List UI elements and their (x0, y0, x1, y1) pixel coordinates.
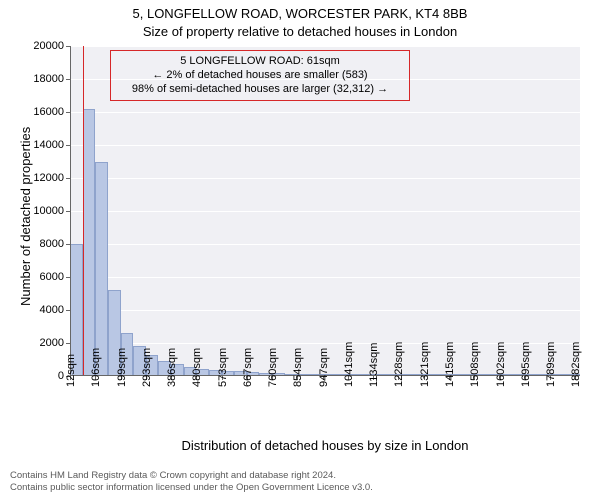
y-tick-label: 6000 (0, 271, 70, 283)
y-tick-label: 8000 (0, 238, 70, 250)
y-tick-mark (66, 178, 70, 179)
x-tick-label: 1134sqm (368, 343, 380, 387)
y-tick-label: 2000 (0, 337, 70, 349)
x-tick-label: 1041sqm (343, 342, 355, 387)
y-tick-label: 14000 (0, 139, 70, 151)
x-tick-label: 1882sqm (570, 342, 582, 387)
histogram-bar (95, 162, 108, 377)
y-tick-label: 16000 (0, 106, 70, 118)
x-tick-label: 1602sqm (495, 342, 507, 387)
x-tick-label: 12sqm (65, 354, 77, 387)
y-tick-label: 18000 (0, 73, 70, 85)
annotation-box: 5 LONGFELLOW ROAD: 61sqm← 2% of detached… (110, 50, 410, 101)
grid-line (70, 277, 580, 278)
footer-line-1: Contains HM Land Registry data © Crown c… (10, 470, 373, 482)
y-tick-label: 12000 (0, 172, 70, 184)
grid-line (70, 244, 580, 245)
y-tick-mark (66, 244, 70, 245)
x-tick-label: 1228sqm (393, 342, 405, 387)
annotation-line: ← 2% of detached houses are smaller (583… (117, 69, 403, 83)
title-address: 5, LONGFELLOW ROAD, WORCESTER PARK, KT4 … (0, 6, 600, 21)
grid-line (70, 145, 580, 146)
y-tick-mark (66, 343, 70, 344)
y-axis-line (70, 46, 71, 376)
x-tick-label: 667sqm (242, 348, 254, 387)
x-tick-label: 1508sqm (469, 342, 481, 387)
y-tick-mark (66, 211, 70, 212)
footer-attribution: Contains HM Land Registry data © Crown c… (10, 470, 373, 494)
y-tick-mark (66, 310, 70, 311)
x-tick-label: 573sqm (217, 348, 229, 387)
x-tick-label: 386sqm (166, 348, 178, 387)
x-tick-label: 1415sqm (444, 342, 456, 387)
y-axis-title: Number of detached properties (18, 127, 33, 306)
y-tick-mark (66, 112, 70, 113)
x-tick-label: 947sqm (318, 348, 330, 387)
grid-line (70, 46, 580, 47)
grid-line (70, 310, 580, 311)
x-tick-label: 1321sqm (419, 342, 431, 387)
grid-line (70, 178, 580, 179)
y-tick-label: 10000 (0, 205, 70, 217)
x-tick-label: 1695sqm (520, 342, 532, 387)
footer-line-2: Contains public sector information licen… (10, 482, 373, 494)
y-tick-label: 0 (0, 370, 70, 382)
y-tick-mark (66, 46, 70, 47)
x-tick-label: 480sqm (191, 348, 203, 387)
x-tick-label: 760sqm (267, 348, 279, 387)
y-tick-mark (66, 277, 70, 278)
annotation-line: 5 LONGFELLOW ROAD: 61sqm (117, 55, 403, 69)
x-axis-title: Distribution of detached houses by size … (70, 438, 580, 453)
reference-line (83, 46, 84, 376)
histogram-bar (83, 109, 96, 376)
x-tick-label: 854sqm (292, 348, 304, 387)
grid-line (70, 211, 580, 212)
y-tick-label: 4000 (0, 304, 70, 316)
x-tick-label: 199sqm (116, 348, 128, 387)
x-tick-label: 1789sqm (545, 342, 557, 387)
annotation-line: 98% of semi-detached houses are larger (… (117, 83, 403, 97)
x-tick-label: 106sqm (90, 348, 102, 387)
title-subtitle: Size of property relative to detached ho… (0, 24, 600, 39)
y-tick-mark (66, 79, 70, 80)
chart-container: 5, LONGFELLOW ROAD, WORCESTER PARK, KT4 … (0, 0, 600, 500)
x-tick-label: 293sqm (141, 348, 153, 387)
y-tick-mark (66, 145, 70, 146)
grid-line (70, 112, 580, 113)
y-tick-label: 20000 (0, 40, 70, 52)
